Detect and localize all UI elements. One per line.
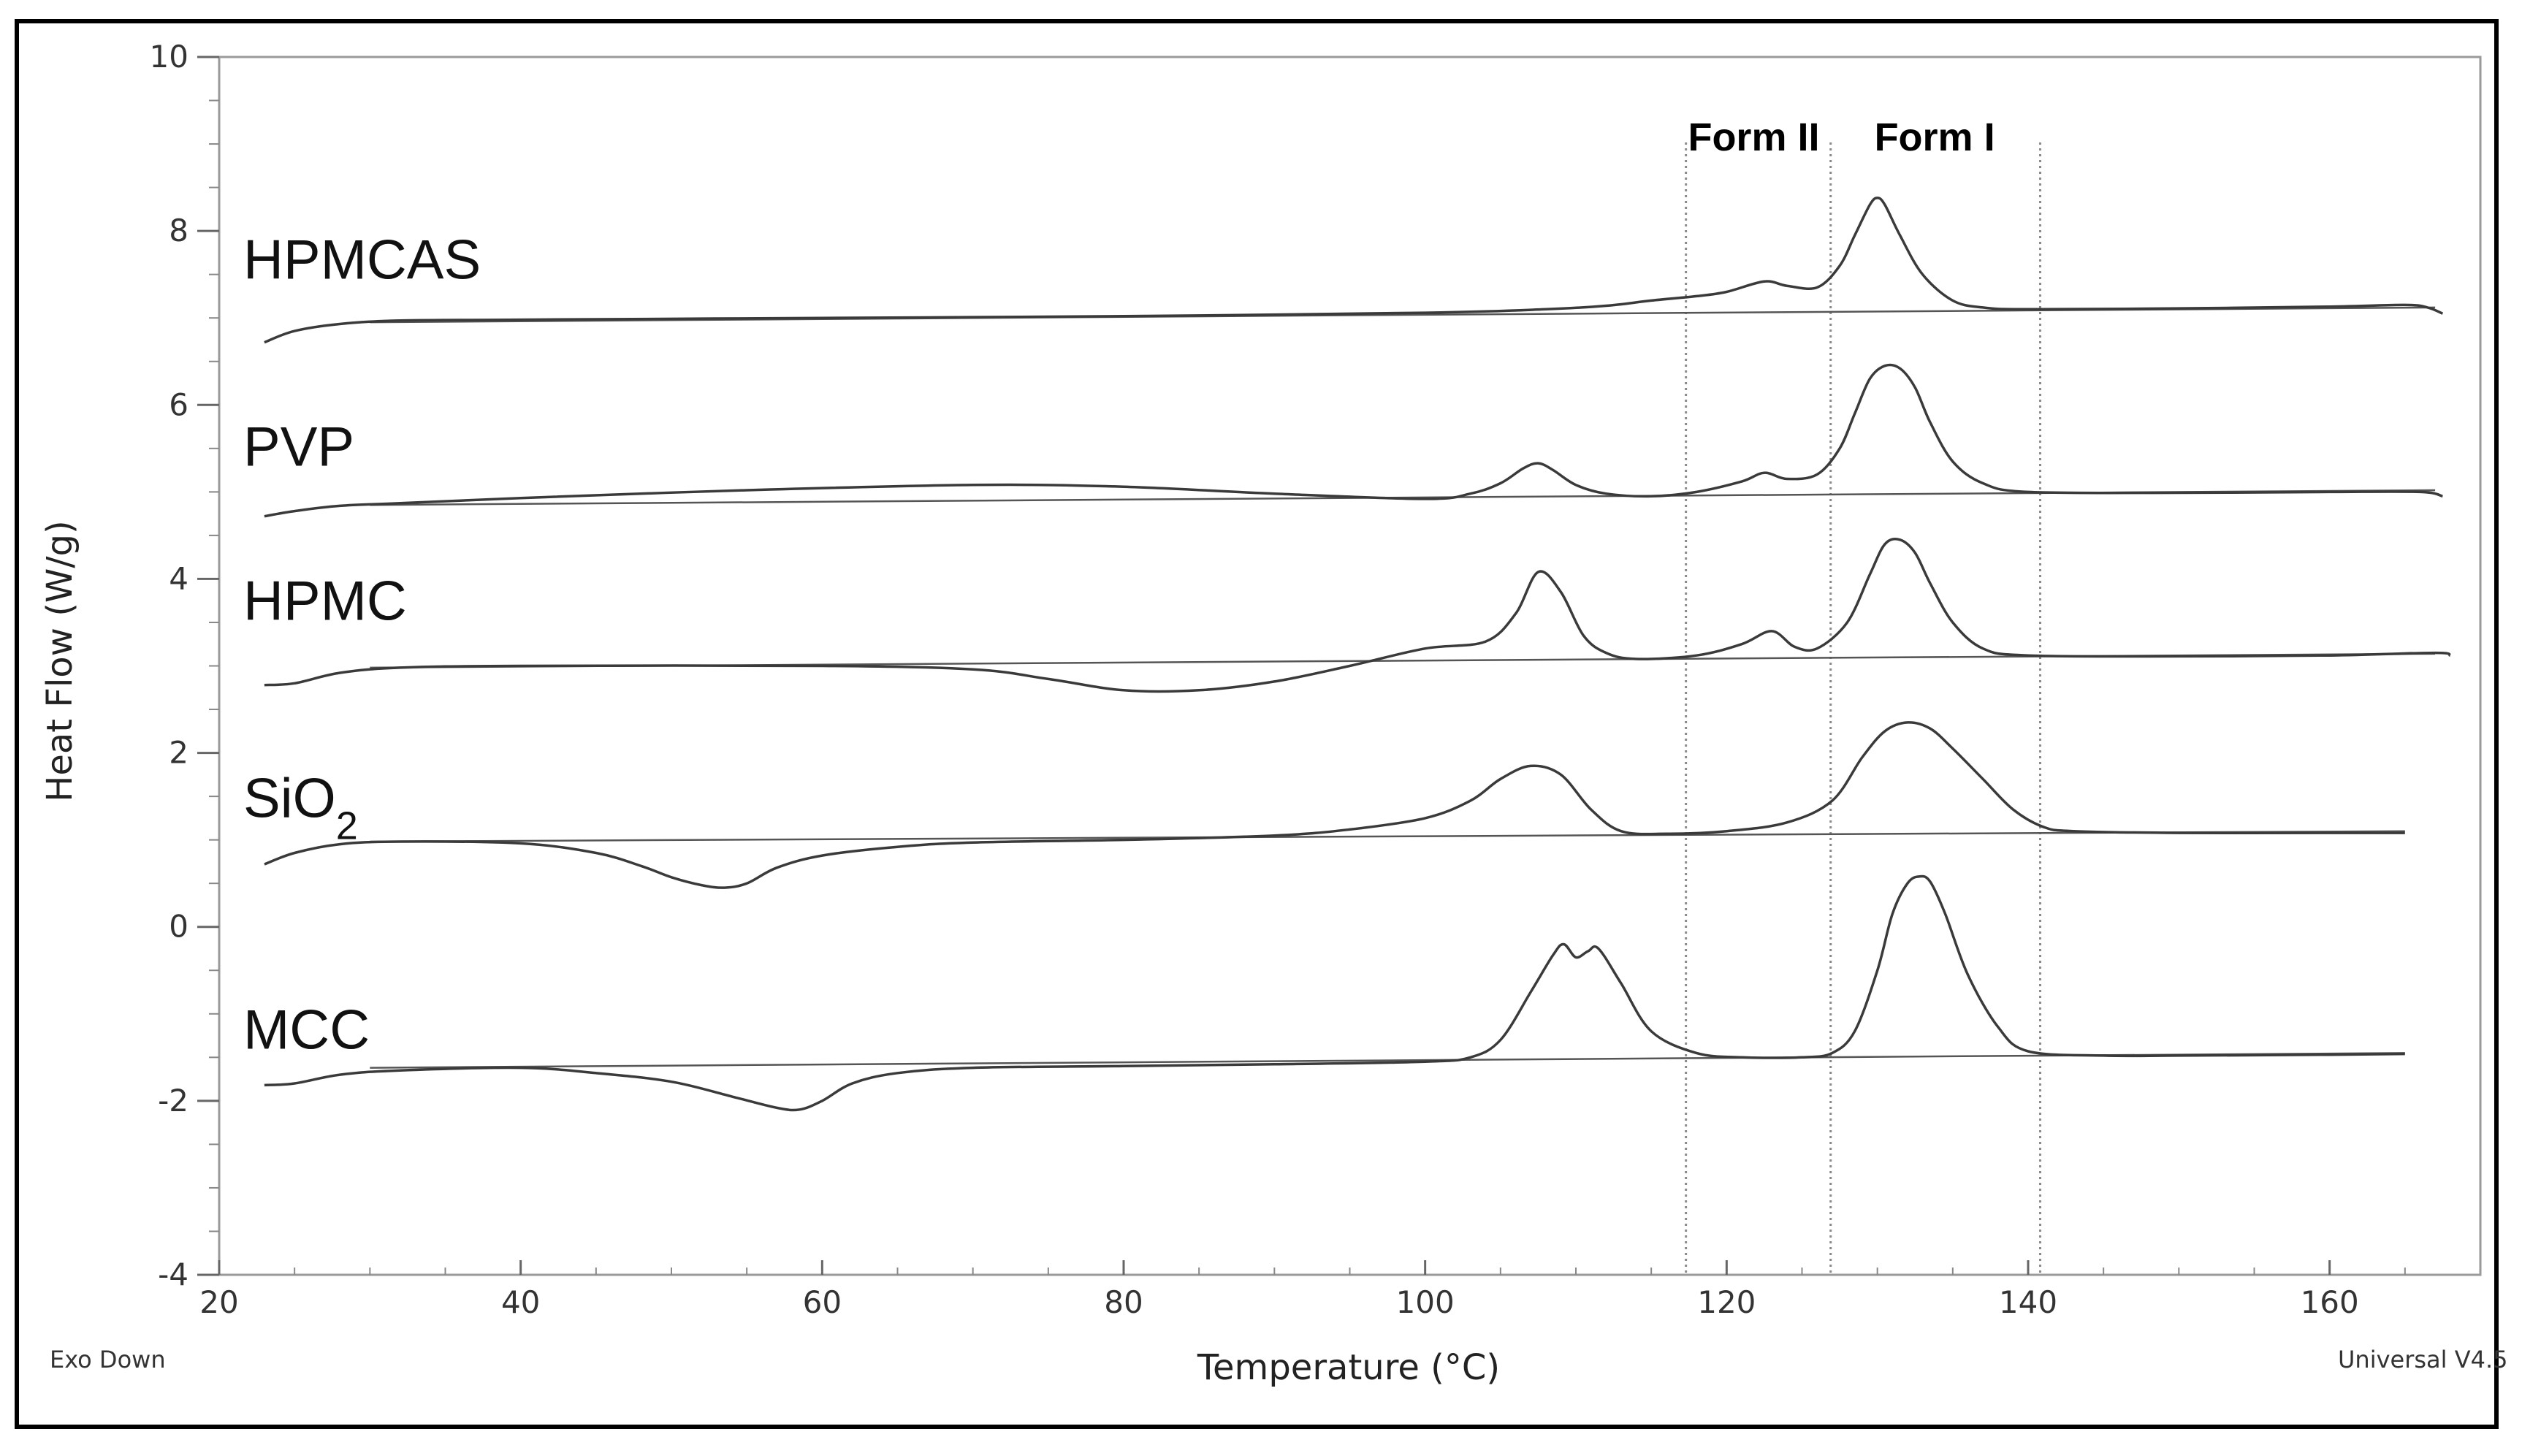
curve-mcc (264, 874, 2405, 1112)
series-label-mcc: MCC (243, 999, 370, 1061)
x-tick-label: 40 (501, 1284, 540, 1320)
form-label: Form I (1875, 115, 1995, 159)
curve-hpmc (264, 538, 2451, 693)
curve-hpmcas (264, 197, 2444, 344)
curve-pvp (264, 363, 2443, 518)
y-tick-labels: -4 -2 0 2 4 6 8 10 (150, 39, 188, 1292)
y-tick-label: -2 (158, 1083, 188, 1118)
axis-ticks (197, 56, 2406, 1276)
y-tick-label: 8 (169, 213, 188, 248)
series-label-pvp: PVP (243, 416, 354, 479)
x-tick-label: 20 (199, 1284, 238, 1320)
series-label-hpmcas: HPMCAS (243, 229, 481, 291)
subscript: 2 (336, 804, 358, 848)
x-tick-label: 120 (1697, 1284, 1756, 1320)
exo-direction-note: Exo Down (50, 1346, 166, 1373)
series-label-hpmc: HPMC (243, 570, 407, 632)
y-axis-title: Heat Flow (W/g) (39, 520, 80, 802)
y-tick-label: -4 (158, 1257, 188, 1292)
curve-sio2 (264, 721, 2405, 889)
y-tick-label: 2 (169, 735, 188, 771)
form-divider-lines (1685, 142, 2042, 1275)
x-tick-labels: 20 40 60 80 100 120 140 160 (199, 1284, 2358, 1320)
y-tick-label: 6 (169, 386, 188, 422)
form-label: Form II (1688, 115, 1819, 159)
baseline-sio2 (370, 830, 2405, 843)
software-version-note: Universal V4.5 (2338, 1346, 2508, 1373)
x-axis-title: Temperature (°C) (1197, 1347, 1500, 1388)
y-tick-label: 4 (169, 560, 188, 596)
x-tick-label: 140 (1999, 1284, 2057, 1320)
x-tick-label: 60 (803, 1284, 842, 1320)
form-labels: Form II Form I (1688, 115, 1995, 159)
x-tick-label: 100 (1396, 1284, 1455, 1320)
x-tick-label: 80 (1104, 1284, 1143, 1320)
x-tick-label: 160 (2301, 1284, 2359, 1320)
y-tick-label: 0 (169, 909, 188, 945)
y-tick-label: 10 (150, 39, 188, 75)
dsc-curves (264, 197, 2451, 1112)
